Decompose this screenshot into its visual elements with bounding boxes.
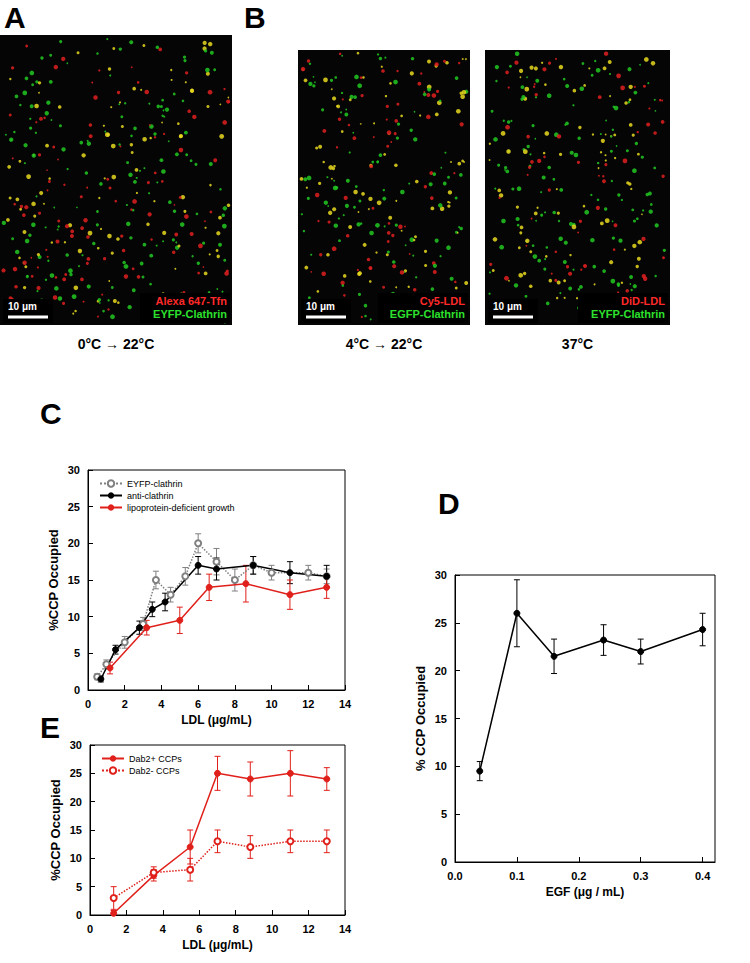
svg-text:%CCP Occupied: %CCP Occupied [46,529,61,631]
svg-text:8: 8 [233,923,239,935]
svg-text:D: D [438,487,460,520]
svg-text:30: 30 [68,464,80,476]
svg-text:10 μm: 10 μm [306,301,335,312]
svg-text:37°C: 37°C [562,336,593,352]
svg-text:A: A [4,1,26,34]
svg-text:0: 0 [74,684,80,696]
svg-text:6: 6 [196,923,202,935]
svg-text:2: 2 [122,698,128,710]
svg-text:LDL (μg/mL): LDL (μg/mL) [181,713,251,727]
svg-text:14: 14 [339,923,352,935]
svg-text:EYFP-Clathrin: EYFP-Clathrin [153,308,227,320]
svg-text:12: 12 [302,923,314,935]
svg-text:4: 4 [160,923,167,935]
svg-text:5: 5 [441,808,447,820]
svg-text:EGFP-Clathrin: EGFP-Clathrin [390,308,465,320]
svg-text:8: 8 [232,698,238,710]
svg-text:0.0: 0.0 [447,870,462,882]
svg-text:0.3: 0.3 [633,870,648,882]
svg-text:30: 30 [435,569,447,581]
svg-text:DiD-LDL: DiD-LDL [621,295,665,307]
svg-text:4: 4 [158,698,165,710]
svg-text:25: 25 [68,501,80,513]
svg-text:20: 20 [68,537,80,549]
svg-text:20: 20 [435,665,447,677]
svg-text:LDL (μg/mL): LDL (μg/mL) [182,938,252,952]
svg-text:0: 0 [76,909,82,921]
svg-text:0°C → 22°C: 0°C → 22°C [78,336,155,352]
svg-text:0.2: 0.2 [571,870,586,882]
svg-text:14: 14 [339,698,352,710]
svg-text:Dab2+ CCPs: Dab2+ CCPs [129,754,182,764]
svg-text:EGF (μg / mL): EGF (μg / mL) [546,885,625,899]
svg-text:5: 5 [76,881,82,893]
svg-text:4°C → 22°C: 4°C → 22°C [346,336,423,352]
svg-text:25: 25 [435,617,447,629]
svg-text:B: B [244,1,266,34]
svg-text:25: 25 [70,767,82,779]
svg-text:12: 12 [302,698,314,710]
svg-text:0: 0 [441,856,447,868]
svg-text:Dab2- CCPs: Dab2- CCPs [129,766,180,776]
svg-text:C: C [40,397,62,430]
svg-text:% CCP Occupied: % CCP Occupied [413,666,428,771]
svg-text:anti-clathrin: anti-clathrin [127,491,174,501]
svg-text:lipoprotein-deficient growth: lipoprotein-deficient growth [127,503,235,513]
svg-text:10: 10 [435,760,447,772]
svg-text:2: 2 [123,923,129,935]
svg-text:5: 5 [74,647,80,659]
svg-text:30: 30 [70,739,82,751]
svg-text:15: 15 [435,713,447,725]
svg-text:0: 0 [87,923,93,935]
svg-text:10 μm: 10 μm [8,301,37,312]
svg-text:6: 6 [195,698,201,710]
svg-text:EYFP-Clathrin: EYFP-Clathrin [591,308,665,320]
svg-text:10: 10 [70,852,82,864]
svg-text:10: 10 [265,698,277,710]
svg-text:0.1: 0.1 [509,870,524,882]
svg-text:20: 20 [70,796,82,808]
svg-text:15: 15 [70,824,82,836]
svg-text:10 μm: 10 μm [493,301,522,312]
svg-text:10: 10 [68,611,80,623]
svg-text:EYFP-clathrin: EYFP-clathrin [127,479,183,489]
svg-text:%CCP Occupied: %CCP Occupied [48,779,63,881]
svg-text:10: 10 [266,923,278,935]
svg-text:15: 15 [68,574,80,586]
svg-text:0: 0 [85,698,91,710]
svg-text:E: E [40,711,60,744]
svg-text:Alexa 647-Tfn: Alexa 647-Tfn [155,295,227,307]
svg-text:Cy5-LDL: Cy5-LDL [420,295,466,307]
svg-text:0.4: 0.4 [695,870,711,882]
